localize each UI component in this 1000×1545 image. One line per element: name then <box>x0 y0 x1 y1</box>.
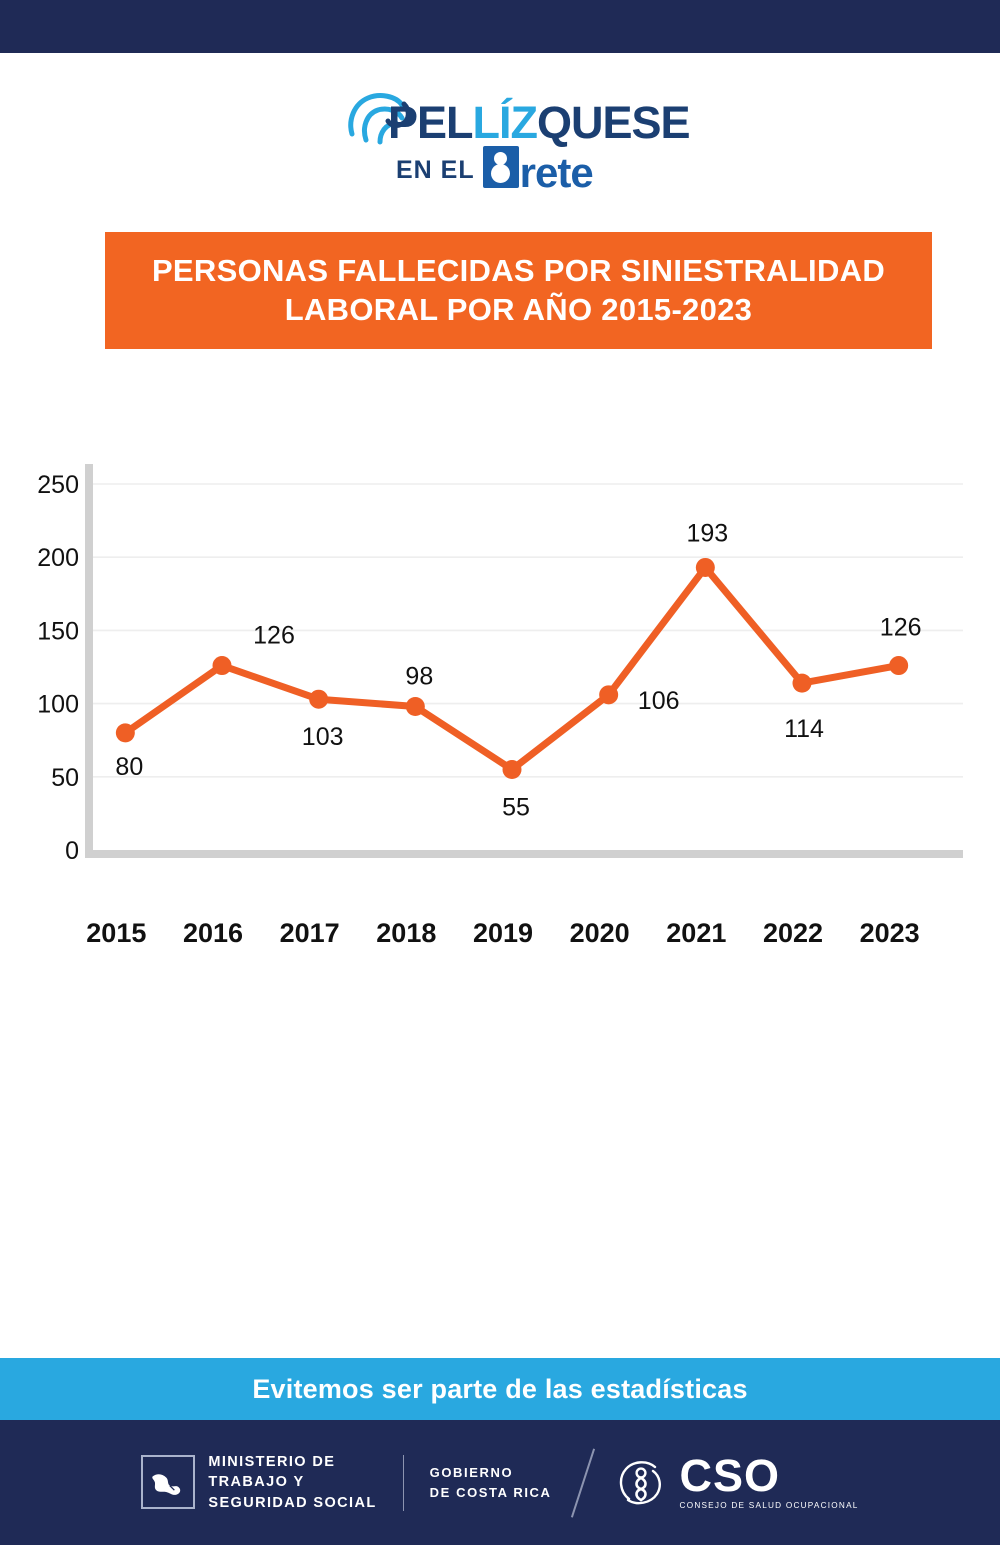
data-point-label: 106 <box>638 687 680 715</box>
data-point-label: 114 <box>784 715 824 743</box>
footer-navy-bar: MINISTERIO DE TRABAJO Y SEGURIDAD SOCIAL… <box>0 1420 1000 1545</box>
government-name: GOBIERNO DE COSTA RICA <box>430 1463 552 1502</box>
x-axis-tick-label: 2015 <box>86 918 146 948</box>
data-point-marker <box>792 673 812 693</box>
x-axis-tick-label: 2023 <box>860 918 920 948</box>
data-point-label: 98 <box>405 663 433 691</box>
top-navy-bar <box>0 0 1000 53</box>
footer-logos: MINISTERIO DE TRABAJO Y SEGURIDAD SOCIAL… <box>0 1420 1000 1545</box>
y-axis-tick-label: 50 <box>51 764 79 792</box>
cta-text: Evitemos ser parte de las estadísticas <box>252 1373 748 1404</box>
data-point-label: 80 <box>115 753 143 781</box>
x-axis-tick-label: 2016 <box>183 918 243 948</box>
ministry-line2: TRABAJO Y <box>208 1474 305 1491</box>
ministry-name: MINISTERIO DE TRABAJO Y SEGURIDAD SOCIAL <box>208 1452 376 1514</box>
data-point-marker <box>309 689 329 709</box>
data-point-marker <box>599 685 619 705</box>
y-axis-tick-label: 100 <box>37 691 79 719</box>
cta-band: Evitemos ser parte de las estadísticas <box>0 1358 1000 1420</box>
cso-person-swirl-icon <box>614 1456 668 1510</box>
footer-divider-1 <box>402 1454 404 1511</box>
pinching-hand-icon <box>346 90 424 146</box>
series-line <box>121 563 903 773</box>
data-point-marker <box>889 656 909 676</box>
ministry-logo: MINISTERIO DE TRABAJO Y SEGURIDAD SOCIAL <box>141 1452 376 1514</box>
x-axis-tick-label: 2019 <box>473 918 533 948</box>
footer-divider-2 <box>558 1447 608 1519</box>
title-banner: PERSONAS FALLECIDAS POR SINIESTRALIDAD L… <box>105 232 932 349</box>
data-point-marker <box>405 697 425 717</box>
government-line1: GOBIERNO <box>429 1465 514 1480</box>
costa-rica-map-crest-icon <box>141 1455 196 1510</box>
logo-text-liz: LÍZ <box>472 97 538 148</box>
data-point-marker <box>212 656 232 676</box>
logo-text-en-el: EN EL <box>396 156 475 184</box>
cso-acronym: CSO <box>679 1450 781 1502</box>
data-point-label: 126 <box>880 614 922 642</box>
x-axis-tick-label: 2017 <box>280 918 340 948</box>
y-axis-tick-label: 150 <box>37 617 79 645</box>
data-point-label: 126 <box>253 622 295 650</box>
logo-text-rete: rete <box>519 149 594 196</box>
data-point-label: 193 <box>686 519 728 547</box>
page-title-line1: PERSONAS FALLECIDAS POR SINIESTRALIDAD <box>151 252 886 288</box>
y-axis-tick-label: 200 <box>37 544 79 572</box>
data-point-marker <box>695 557 715 577</box>
logo-wordmark-line1: PELLÍZQUESE <box>388 97 691 148</box>
x-axis-tick-label: 2021 <box>666 918 726 948</box>
x-axis-tick-label: 2020 <box>570 918 630 948</box>
chart-canvas: 0 50 100 150 200 250 80 126 103 98 55 106 193 114 126 2… <box>37 464 963 948</box>
x-axis-tick-label: 2018 <box>376 918 436 948</box>
logo-wordmark-line2: EN EL rete <box>396 146 594 196</box>
data-point-marker <box>502 759 522 779</box>
cso-logo: CSO CONSEJO DE SALUD OCUPACIONAL <box>614 1450 859 1510</box>
data-point-label: 103 <box>302 723 344 751</box>
y-axis-tick-label: 250 <box>37 471 79 499</box>
line-chart: 0 50 100 150 200 250 80 126 103 98 55 106 193 114 126 2… <box>0 440 1000 970</box>
x-axis-tick-label: 2022 <box>763 918 823 948</box>
y-axis-tick-label: 0 <box>65 837 79 865</box>
data-point-label: 55 <box>502 793 530 821</box>
logo-b-keyhole-icon <box>482 146 519 188</box>
government-line2: DE COSTA RICA <box>429 1484 552 1500</box>
pellizquese-en-el-brete-logo: PELLÍZQUESE EN EL rete <box>340 88 691 198</box>
ministry-line1: MINISTERIO DE <box>208 1453 336 1470</box>
page-title-line2: LABORAL POR AÑO 2015-2023 <box>284 291 753 327</box>
cso-full-name: CONSEJO DE SALUD OCUPACIONAL <box>679 1500 859 1510</box>
logo-text-quese: QUESE <box>537 97 691 148</box>
logo-text-pel: PEL <box>388 97 474 148</box>
data-point-marker <box>115 723 135 743</box>
cso-text: CSO CONSEJO DE SALUD OCUPACIONAL <box>679 1450 859 1510</box>
ministry-line3: SEGURIDAD SOCIAL <box>208 1494 377 1511</box>
